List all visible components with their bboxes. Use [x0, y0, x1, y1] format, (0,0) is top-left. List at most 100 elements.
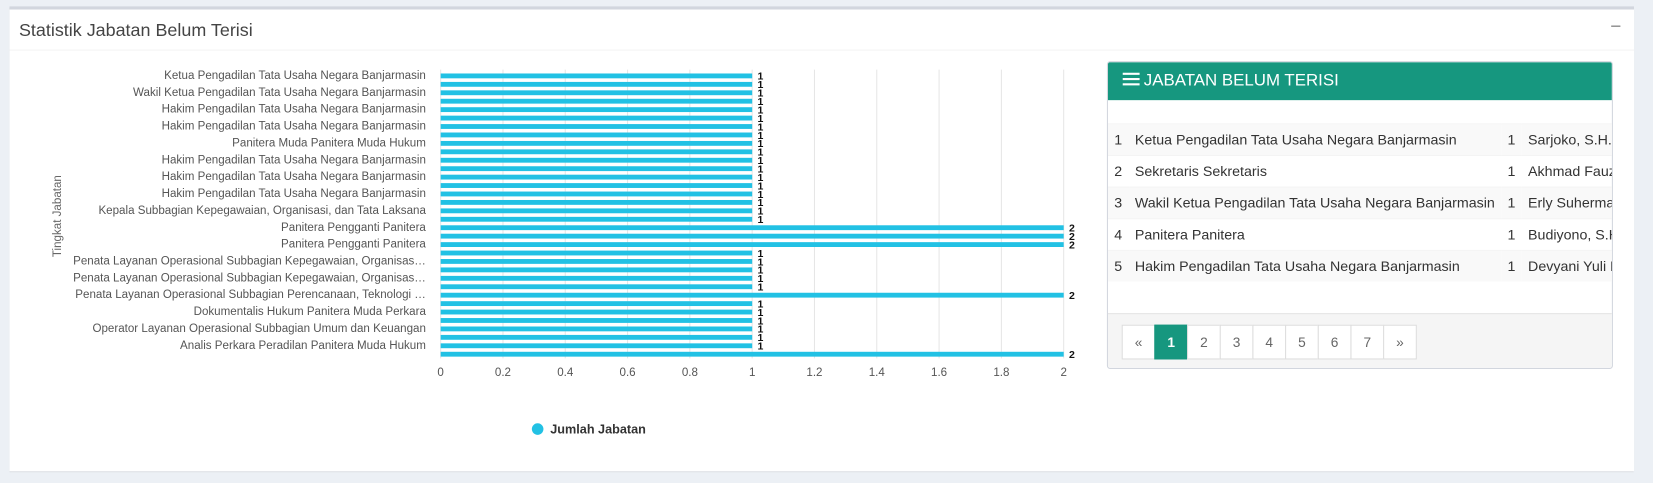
table-cell: 1 — [1501, 123, 1522, 156]
bar — [440, 301, 753, 307]
bar — [440, 157, 753, 163]
value-label: 1 — [757, 88, 763, 100]
value-label: 1 — [757, 248, 763, 260]
list-icon — [1122, 72, 1140, 88]
table-cell: Akhmad Fauzan — [1521, 154, 1612, 188]
table-cell: Sarjoko, S.H., M — [1521, 123, 1612, 156]
bar — [440, 326, 753, 332]
bar — [440, 107, 753, 113]
bar — [440, 242, 1064, 247]
table-cell: 1 — [1501, 154, 1522, 188]
value-label: 1 — [757, 130, 763, 142]
value-label: 1 — [757, 96, 763, 108]
x-tick-label: 1.8 — [993, 367, 1009, 379]
value-label: 1 — [757, 324, 763, 336]
bar — [440, 343, 753, 349]
bar — [440, 140, 753, 146]
bar — [440, 183, 753, 188]
table-cell: 3 — [1107, 186, 1129, 219]
value-label: 1 — [757, 189, 763, 201]
bar — [440, 98, 753, 104]
table-cell: 4 — [1107, 218, 1129, 251]
value-label: 1 — [757, 256, 763, 268]
x-tick-label: 0.6 — [620, 367, 636, 379]
table-cell: 1 — [1501, 186, 1522, 219]
value-label: 1 — [757, 197, 763, 209]
y-tick-label: Analis Perkara Peradilan Panitera Muda H… — [180, 340, 426, 352]
bar — [440, 90, 753, 96]
x-tick-label: 1.4 — [869, 367, 886, 379]
value-label: 1 — [757, 113, 763, 125]
y-tick-label: Hakim Pengadilan Tata Usaha Negara Banja… — [162, 121, 426, 133]
value-label: 1 — [757, 206, 763, 218]
pagination: «1 2 3 4 5 6 7» — [1121, 324, 1417, 360]
table-row: 5 Hakim Pengadilan Tata Usaha Negara Banj… — [1107, 249, 1612, 282]
table-footer: «1 2 3 4 5 6 7» — [1107, 313, 1612, 368]
table-row: 1 Ketua Pengadilan Tata Usaha Negara Banj… — [1107, 123, 1612, 156]
y-tick-label: Hakim Pengadilan Tata Usaha Negara Banja… — [162, 188, 426, 200]
bar — [440, 73, 753, 79]
bar — [440, 199, 753, 205]
value-label: 2 — [1069, 349, 1075, 361]
page-button[interactable]: 5 — [1285, 324, 1319, 360]
value-label: 1 — [757, 172, 763, 184]
page-button[interactable]: 2 — [1187, 324, 1221, 360]
value-label: 1 — [757, 138, 763, 150]
legend-label: Jumlah Jabatan — [550, 422, 646, 436]
bar — [440, 225, 1064, 231]
value-label: 1 — [757, 315, 763, 327]
y-tick-label: Ketua Pengadilan Tata Usaha Negara Banja… — [164, 70, 426, 82]
page-button[interactable]: » — [1383, 324, 1417, 360]
value-label: 1 — [757, 214, 763, 226]
value-label: 2 — [1069, 223, 1075, 235]
value-label: 1 — [757, 147, 763, 159]
bar — [440, 292, 1064, 298]
y-tick-label: Panitera Pengganti Panitera — [281, 239, 426, 251]
x-tick-label: 0.8 — [682, 367, 698, 379]
bar — [440, 132, 753, 138]
bar — [440, 318, 753, 323]
bar — [440, 284, 753, 290]
value-label: 1 — [757, 341, 763, 353]
value-label: 1 — [757, 79, 763, 91]
page-button[interactable]: 1 — [1154, 324, 1189, 360]
x-tick-label: 2 — [1060, 367, 1066, 379]
y-tick-label: Operator Layanan Operasional Subbagian U… — [92, 323, 425, 335]
table-cell: Budiyono, S.H., — [1521, 218, 1612, 251]
collapse-button[interactable]: − — [1610, 15, 1622, 37]
bar — [440, 267, 753, 273]
bar — [440, 233, 1064, 239]
value-label: 1 — [757, 104, 763, 116]
x-tick-label: 0.2 — [495, 367, 511, 379]
table-box: JABATAN BELUM TERISI 1 Ketua Pengadilan T… — [1106, 61, 1613, 369]
table-cell: Erly Suhermanto — [1521, 186, 1612, 219]
bar — [440, 275, 753, 281]
page-button[interactable]: 3 — [1219, 324, 1254, 360]
bar — [440, 334, 753, 340]
table-header: JABATAN BELUM TERISI — [1107, 62, 1612, 101]
x-tick-label: 1 — [749, 367, 755, 379]
legend-marker — [531, 423, 544, 435]
bar — [440, 149, 753, 155]
page-button[interactable]: « — [1121, 324, 1156, 360]
page-button[interactable]: 7 — [1350, 324, 1385, 360]
bar — [440, 250, 753, 256]
y-tick-label: Wakil Ketua Pengadilan Tata Usaha Negara… — [133, 87, 426, 99]
value-label: 2 — [1069, 231, 1075, 243]
y-axis-title: Tingkat Jabatan — [52, 175, 64, 257]
separator — [9, 49, 1635, 51]
chart: 0 0.2 0.4 0.6 0.8 1 1.2 1.4 1.6 1.8 2 Tingkat Jabat… — [52, 69, 1075, 436]
bar — [440, 309, 753, 315]
value-label: 1 — [757, 265, 763, 277]
x-tick-label: 0 — [437, 367, 443, 379]
panel-title: Statistik Jabatan Belum Terisi — [18, 20, 253, 41]
page-button[interactable]: 4 — [1252, 324, 1287, 360]
y-tick-label: Penata Layanan Operasional Subbagian Kep… — [73, 272, 426, 284]
value-label: 1 — [757, 164, 763, 176]
y-tick-label: Hakim Pengadilan Tata Usaha Negara Banja… — [162, 171, 426, 183]
table-cell: Ketua Pengadilan Tata Usaha Negara Banja… — [1128, 123, 1502, 156]
page-button[interactable]: 6 — [1317, 324, 1352, 360]
y-tick-label: Hakim Pengadilan Tata Usaha Negara Banja… — [162, 104, 426, 116]
